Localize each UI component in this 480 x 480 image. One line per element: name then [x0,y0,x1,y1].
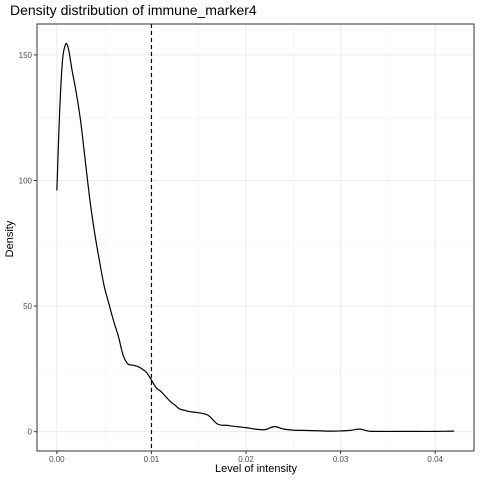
x-axis-ticks: 0.00 0.01 0.02 0.03 0.04 [49,451,444,464]
y-tick-label: 50 [23,302,32,311]
panel-border [36,23,475,452]
chart-title: Density distribution of immune_marker4 [10,2,257,18]
y-axis-ticks: 0 50 100 150 [19,51,37,437]
grid [37,24,474,451]
density-curve [56,42,455,433]
y-tick-label: 150 [19,51,33,60]
plot-area [56,24,455,451]
x-axis-title: Level of intensity [215,463,297,475]
x-tick-label: 0.03 [333,455,349,464]
x-tick-label: 0.02 [238,455,254,464]
y-axis-title: Density [4,220,16,257]
x-tick-label: 0.01 [144,455,160,464]
x-tick-label: 0.04 [427,455,443,464]
y-tick-label: 100 [19,176,33,185]
y-tick-label: 0 [28,428,33,437]
x-tick-label: 0.00 [49,455,65,464]
